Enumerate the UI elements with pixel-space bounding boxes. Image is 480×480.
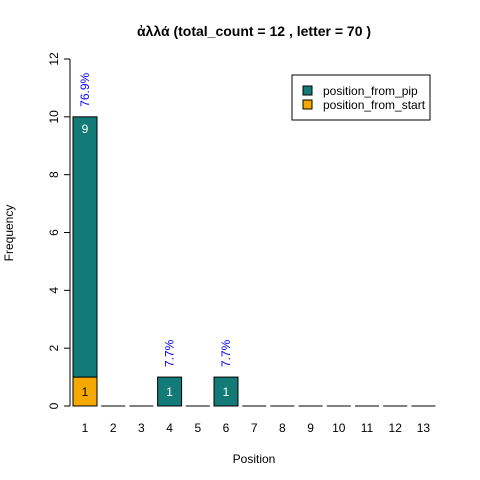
- x-tick-label: 6: [223, 421, 230, 435]
- x-tick-label: 1: [82, 421, 89, 435]
- x-tick-label: 13: [417, 421, 431, 435]
- bar-segment-position-from-start: [72, 376, 98, 407]
- x-tick-label: 9: [307, 421, 314, 435]
- x-axis: 1 2 3 4 5 6 7 8 9 10 11 12 13: [82, 421, 431, 435]
- x-tick-label: 11: [361, 421, 374, 435]
- x-tick-label: 8: [279, 421, 286, 435]
- x-tick-label: 5: [194, 421, 201, 435]
- x-tick-label: 4: [166, 421, 173, 435]
- x-tick-label: 2: [110, 421, 117, 435]
- x-tick-label: 12: [389, 421, 403, 435]
- y-tick-label: 12: [47, 52, 61, 66]
- legend-box: [291, 74, 431, 121]
- percent-label: 7.7%: [219, 339, 233, 367]
- legend-swatch: [302, 85, 313, 96]
- chart-title: ἀλλά (total_count = 12 , letter = 70 ): [137, 23, 371, 39]
- percent-label: 7.7%: [163, 339, 177, 367]
- x-tick-label: 10: [332, 421, 346, 435]
- y-tick-label: 6: [47, 229, 61, 236]
- y-axis-label: Frequency: [2, 205, 16, 262]
- y-axis: 0 2 4 6 8 10 12: [47, 52, 71, 409]
- x-tick-label: 3: [138, 421, 145, 435]
- bar-value-label: 1: [223, 385, 230, 399]
- legend-label: position_from_start: [323, 98, 426, 112]
- x-axis-label: Position: [233, 452, 276, 466]
- bar-value-label: 9: [82, 122, 89, 136]
- bars: 1 9 76.9% 1 7.7% 1 7.7%: [72, 72, 436, 407]
- bar-segment-position-from-pip: [157, 376, 183, 407]
- y-tick-label: 4: [47, 287, 61, 294]
- y-tick-label: 8: [47, 171, 61, 178]
- y-tick-label: 2: [47, 345, 61, 352]
- y-tick-label: 10: [47, 110, 61, 124]
- bar-value-label: 1: [166, 385, 173, 399]
- x-tick-label: 7: [251, 421, 258, 435]
- legend-swatch: [302, 99, 313, 110]
- legend-label: position_from_pip: [323, 84, 418, 98]
- percent-label: 76.9%: [78, 72, 92, 106]
- y-tick-label: 0: [47, 402, 61, 409]
- bar-segment-position-from-pip: [72, 116, 98, 378]
- bar-segment-position-from-pip: [213, 376, 239, 407]
- bar-value-label: 1: [82, 385, 89, 399]
